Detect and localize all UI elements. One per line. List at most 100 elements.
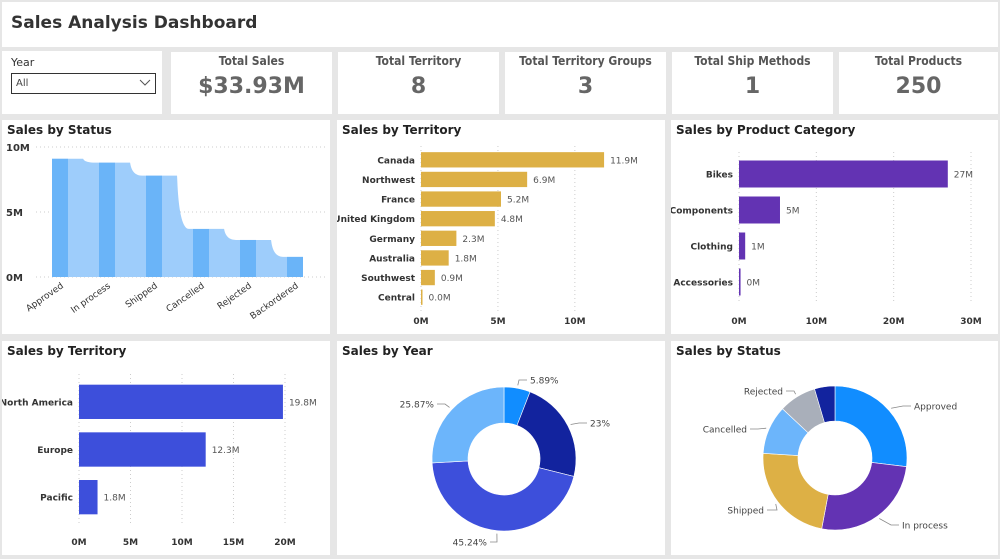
- card-value: $33.93M: [198, 74, 305, 99]
- card-title: Total Products: [874, 54, 963, 68]
- card-title: Total Ship Methods: [694, 54, 811, 68]
- y-tick-label: 0M: [6, 273, 23, 284]
- year-dropdown-value: All: [16, 78, 29, 89]
- data-label: 6.9M: [533, 176, 555, 186]
- chart-sales-by-year: Sales by Year 5.89% 23% 45.24% 25.87%: [337, 341, 665, 555]
- category-bar-svg: 0M 10M 20M 30M Bikes 27M Components 5M Clothing 1…: [670, 152, 982, 327]
- status-waterfall-svg: 0M 5M 10M Approved In process Shipped Cancelle…: [6, 143, 328, 322]
- ribbon-connector: [162, 175, 193, 277]
- y-tick-label: 5M: [6, 208, 23, 219]
- year-dropdown[interactable]: All: [11, 73, 156, 94]
- card-total-products: Total Products 250: [839, 52, 998, 114]
- card-total-sales: Total Sales $33.93M: [171, 52, 332, 114]
- category-label: France: [381, 196, 415, 206]
- chart-title: Sales by Territory: [7, 344, 127, 358]
- category-label: Components: [671, 207, 733, 217]
- leader-line: [750, 427, 767, 430]
- card-title: Total Sales: [218, 54, 285, 68]
- header-bar: Sales Analysis Dashboard: [2, 2, 998, 47]
- slice-label: 25.87%: [400, 401, 435, 411]
- bar-in-process: [99, 162, 115, 277]
- data-label: 19.8M: [289, 398, 317, 408]
- x-tick-label: Approved: [25, 281, 66, 314]
- bar-australia: [421, 250, 449, 266]
- data-label: 5M: [786, 207, 800, 217]
- x-tick-label: 5M: [490, 317, 505, 327]
- slice-45-24-: [431, 460, 575, 532]
- ribbon-connector: [115, 162, 146, 277]
- slice-label: In process: [902, 522, 948, 532]
- category-label: Central: [378, 294, 415, 304]
- card-value: 8: [410, 74, 427, 99]
- bar-rejected: [240, 239, 256, 277]
- bar-united-kingdom: [421, 211, 495, 227]
- leader-line: [490, 533, 498, 543]
- bar-accessories: [739, 268, 741, 296]
- category-label: Bikes: [706, 171, 733, 181]
- card-title: Total Territory: [375, 54, 462, 68]
- ribbon-connector: [256, 239, 287, 277]
- bar-france: [421, 191, 501, 207]
- category-label: United Kingdom: [337, 215, 415, 225]
- leader-line: [517, 379, 527, 386]
- bar-north-america: [79, 384, 283, 419]
- data-label: 0.9M: [441, 274, 463, 284]
- bar-shipped: [146, 175, 162, 277]
- slice-label: Shipped: [727, 507, 764, 517]
- year-slicer: Year All: [2, 51, 162, 114]
- ribbon-connector: [209, 228, 240, 277]
- card-total-territory: Total Territory 8: [338, 52, 499, 114]
- chart-title: Sales by Status: [676, 344, 781, 358]
- x-tick-label: 15M: [223, 538, 245, 548]
- x-tick-label: 20M: [274, 538, 296, 548]
- bar-bikes: [739, 160, 948, 188]
- chart-title: Sales by Status: [7, 123, 112, 137]
- slice-label: 23%: [590, 420, 610, 430]
- year-slicer-label: Year: [11, 56, 35, 69]
- card-total-ship-methods: Total Ship Methods 1: [672, 52, 833, 114]
- x-tick-label: Cancelled: [165, 281, 207, 315]
- slice-in-process: [821, 462, 907, 531]
- bar-europe: [79, 432, 206, 467]
- category-label: Northwest: [362, 176, 416, 186]
- bar-approved: [52, 158, 68, 277]
- category-label: Europe: [37, 446, 73, 456]
- data-label: 0M: [747, 279, 761, 289]
- chart-sales-by-product-category: Sales by Product Category 0M 10M 20M 30M Bik…: [670, 120, 998, 334]
- chart-title: Sales by Product Category: [676, 123, 856, 137]
- category-label: Accessories: [673, 279, 733, 289]
- x-tick-label: 0M: [71, 538, 86, 548]
- data-label: 27M: [954, 171, 973, 181]
- bar-components: [739, 196, 780, 224]
- data-label: 4.8M: [501, 215, 523, 225]
- bar-pacific: [79, 480, 98, 515]
- slice-25-87-: [431, 386, 505, 464]
- x-tick-label: Rejected: [216, 281, 254, 312]
- data-label: 5.2M: [507, 196, 529, 206]
- data-label: 1.8M: [455, 254, 477, 264]
- data-label: 1M: [751, 243, 765, 253]
- chart-sales-by-status-waterfall: Sales by Status 0M 5M 10M Approved In proces…: [2, 120, 330, 334]
- bar-backordered: [287, 256, 303, 277]
- data-label: 11.9M: [610, 156, 638, 166]
- category-label: North America: [2, 398, 73, 408]
- category-label: Pacific: [40, 494, 73, 504]
- slice-label: Rejected: [744, 388, 783, 398]
- x-tick-label: In process: [69, 281, 113, 316]
- card-value: 3: [577, 74, 594, 99]
- card-value: 1: [744, 74, 761, 99]
- group-bar-svg: 0M 5M 10M 15M 20M North America 19.8M Europe 12.…: [0, 374, 317, 548]
- slice-shipped: [762, 453, 829, 530]
- x-tick-label: 20M: [883, 317, 905, 327]
- card-value: 250: [895, 74, 942, 99]
- chart-sales-by-status-donut: Sales by Status Approved In process Shippe…: [671, 341, 998, 555]
- x-tick-label: 5M: [123, 538, 138, 548]
- x-tick-label: 0M: [413, 317, 428, 327]
- page-title: Sales Analysis Dashboard: [11, 13, 258, 33]
- category-label: Southwest: [361, 274, 416, 284]
- year-donut-svg: 5.89% 23% 45.24% 25.87%: [400, 377, 611, 549]
- chart-title: Sales by Territory: [342, 123, 462, 137]
- x-tick-label: 10M: [564, 317, 586, 327]
- category-label: Canada: [377, 156, 415, 166]
- slice-23-: [516, 391, 577, 477]
